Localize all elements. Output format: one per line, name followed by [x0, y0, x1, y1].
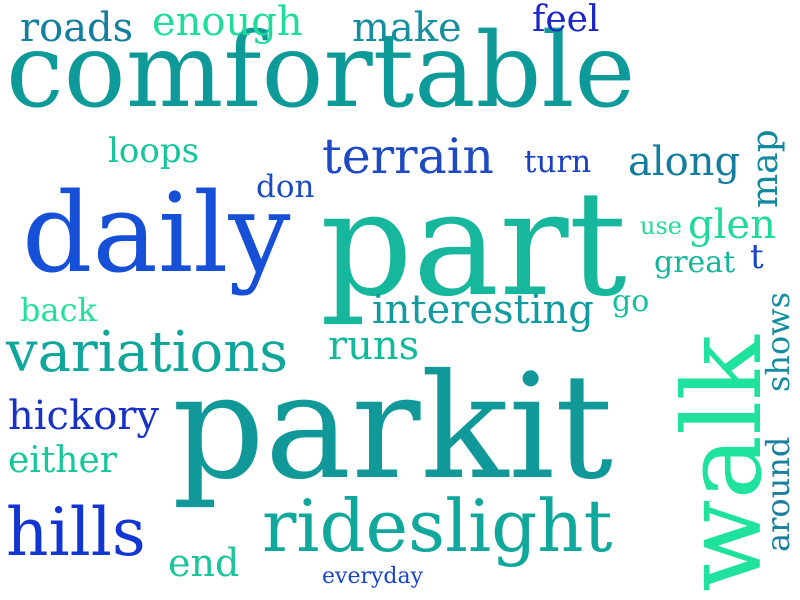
word-glen: glen — [688, 202, 776, 248]
word-turn: turn — [524, 144, 592, 180]
word-comfortable: comfortable — [6, 11, 636, 131]
word-around: around — [759, 436, 797, 552]
word-daily: daily — [22, 169, 291, 297]
word-either: either — [8, 440, 117, 481]
word-part: part — [320, 160, 627, 329]
word-shows: shows — [759, 291, 797, 392]
word-interesting: interesting — [372, 287, 594, 333]
word-along: along — [628, 139, 741, 185]
word-variations: variations — [6, 320, 289, 385]
word-enough: enough — [152, 0, 303, 45]
word-t: t — [750, 237, 764, 277]
word-make: make — [352, 5, 462, 51]
word-don: don — [256, 169, 315, 205]
word-great: great — [654, 245, 736, 280]
word-map: map — [745, 129, 786, 208]
word-rideslight: rideslight — [262, 484, 613, 568]
word-back: back — [20, 291, 97, 329]
word-parkit: parkit — [172, 343, 614, 512]
word-end: end — [168, 541, 240, 585]
word-everyday: everyday — [322, 564, 424, 589]
word-hills: hills — [6, 494, 146, 571]
word-terrain: terrain — [322, 128, 494, 185]
word-feel: feel — [532, 0, 600, 40]
word-hickory: hickory — [8, 393, 159, 439]
word-go: go — [612, 284, 650, 319]
word-roads: roads — [20, 5, 134, 51]
word-runs: runs — [328, 323, 420, 369]
word-use: use — [640, 212, 682, 240]
word-loops: loops — [108, 131, 200, 171]
